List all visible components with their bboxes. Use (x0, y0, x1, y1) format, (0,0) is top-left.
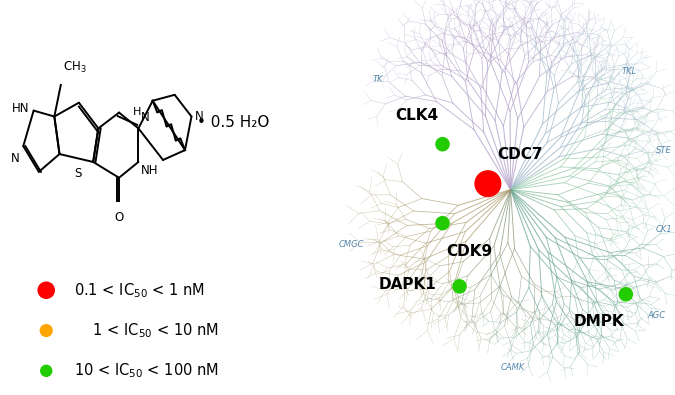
Text: STE: STE (656, 146, 672, 154)
Text: NH: NH (140, 164, 158, 177)
Point (41, 368, 52, 374)
Point (620, 291, 631, 297)
Text: CAMK: CAMK (500, 363, 524, 372)
Text: • 0.5 H₂O: • 0.5 H₂O (196, 115, 269, 130)
Point (41, 287, 52, 293)
Text: N: N (140, 111, 149, 124)
Text: TKL: TKL (622, 67, 637, 75)
Text: CDK9: CDK9 (446, 244, 493, 259)
Text: AGC: AGC (647, 312, 665, 320)
Text: N: N (194, 110, 203, 123)
Text: CLK4: CLK4 (396, 108, 439, 123)
Text: S: S (74, 167, 81, 180)
Text: N: N (11, 152, 20, 165)
Text: 1 < IC$_{50}$ < 10 nM: 1 < IC$_{50}$ < 10 nM (74, 321, 219, 340)
Point (454, 283, 465, 290)
Text: CDC7: CDC7 (497, 147, 543, 162)
Point (437, 220, 448, 226)
Text: H: H (133, 107, 141, 117)
Text: DAPK1: DAPK1 (379, 277, 437, 292)
Text: 10 < IC$_{50}$ < 100 nM: 10 < IC$_{50}$ < 100 nM (74, 361, 219, 380)
Text: CH$_3$: CH$_3$ (63, 60, 86, 75)
Text: CMGC: CMGC (339, 241, 365, 249)
Text: DMPK: DMPK (573, 314, 624, 329)
Point (437, 141, 448, 147)
Text: HN: HN (11, 102, 29, 115)
Text: O: O (114, 211, 124, 224)
Text: 0.1 < IC$_{50}$ < 1 nM: 0.1 < IC$_{50}$ < 1 nM (74, 281, 205, 299)
Point (41, 327, 52, 334)
Point (483, 181, 493, 187)
Text: CK1: CK1 (655, 225, 672, 233)
Text: TK: TK (373, 75, 383, 83)
